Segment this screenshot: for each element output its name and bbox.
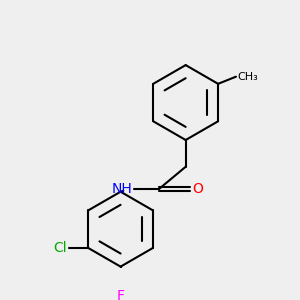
Text: O: O <box>192 182 203 196</box>
Text: NH: NH <box>111 182 132 196</box>
Text: CH₃: CH₃ <box>238 72 259 82</box>
Text: F: F <box>117 289 124 300</box>
Text: Cl: Cl <box>53 241 67 255</box>
